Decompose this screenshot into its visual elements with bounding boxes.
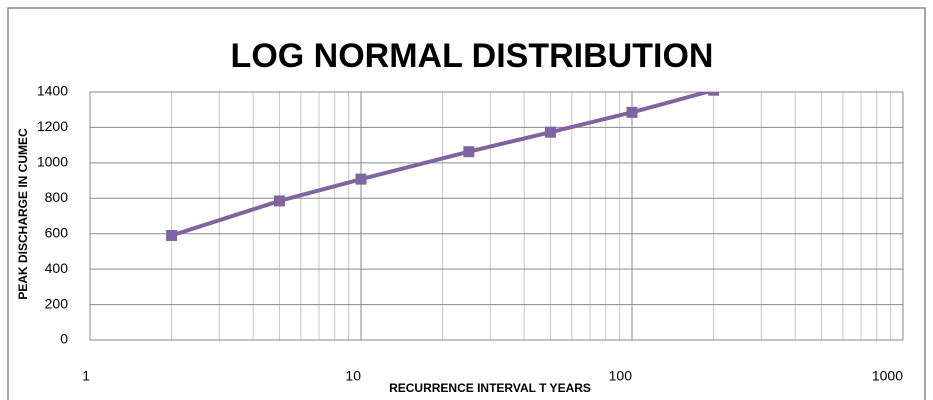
x-tick-label: 1000 [872, 368, 903, 384]
y-tick-label: 800 [45, 189, 69, 205]
data-point [708, 92, 720, 96]
data-point [626, 106, 638, 118]
plot-border [89, 91, 904, 341]
data-point [166, 229, 178, 241]
plot-area [166, 92, 720, 241]
y-tick-label: 0 [60, 331, 68, 347]
x-tick-label: 10 [345, 368, 361, 384]
data-point [355, 173, 367, 185]
x-tick-label: 100 [609, 368, 633, 384]
y-tick-label: 600 [45, 224, 69, 240]
y-tick-label: 400 [45, 260, 69, 276]
chart-frame [7, 7, 926, 400]
data-point [273, 195, 285, 207]
data-point [544, 126, 556, 138]
data-point [463, 146, 475, 158]
y-tick-label: 1200 [37, 118, 68, 134]
y-tick-label: 1400 [37, 83, 68, 99]
y-tick-label: 1000 [37, 154, 68, 170]
y-axis-title: PEAK DISCHARGE IN CUMEC [16, 128, 30, 300]
x-tick-label: 1 [82, 368, 90, 384]
x-axis-title: RECURRENCE INTERVAL T YEARS [389, 381, 591, 395]
y-tick-label: 200 [45, 295, 69, 311]
chart-title: LOG NORMAL DISTRIBUTION [231, 37, 714, 75]
